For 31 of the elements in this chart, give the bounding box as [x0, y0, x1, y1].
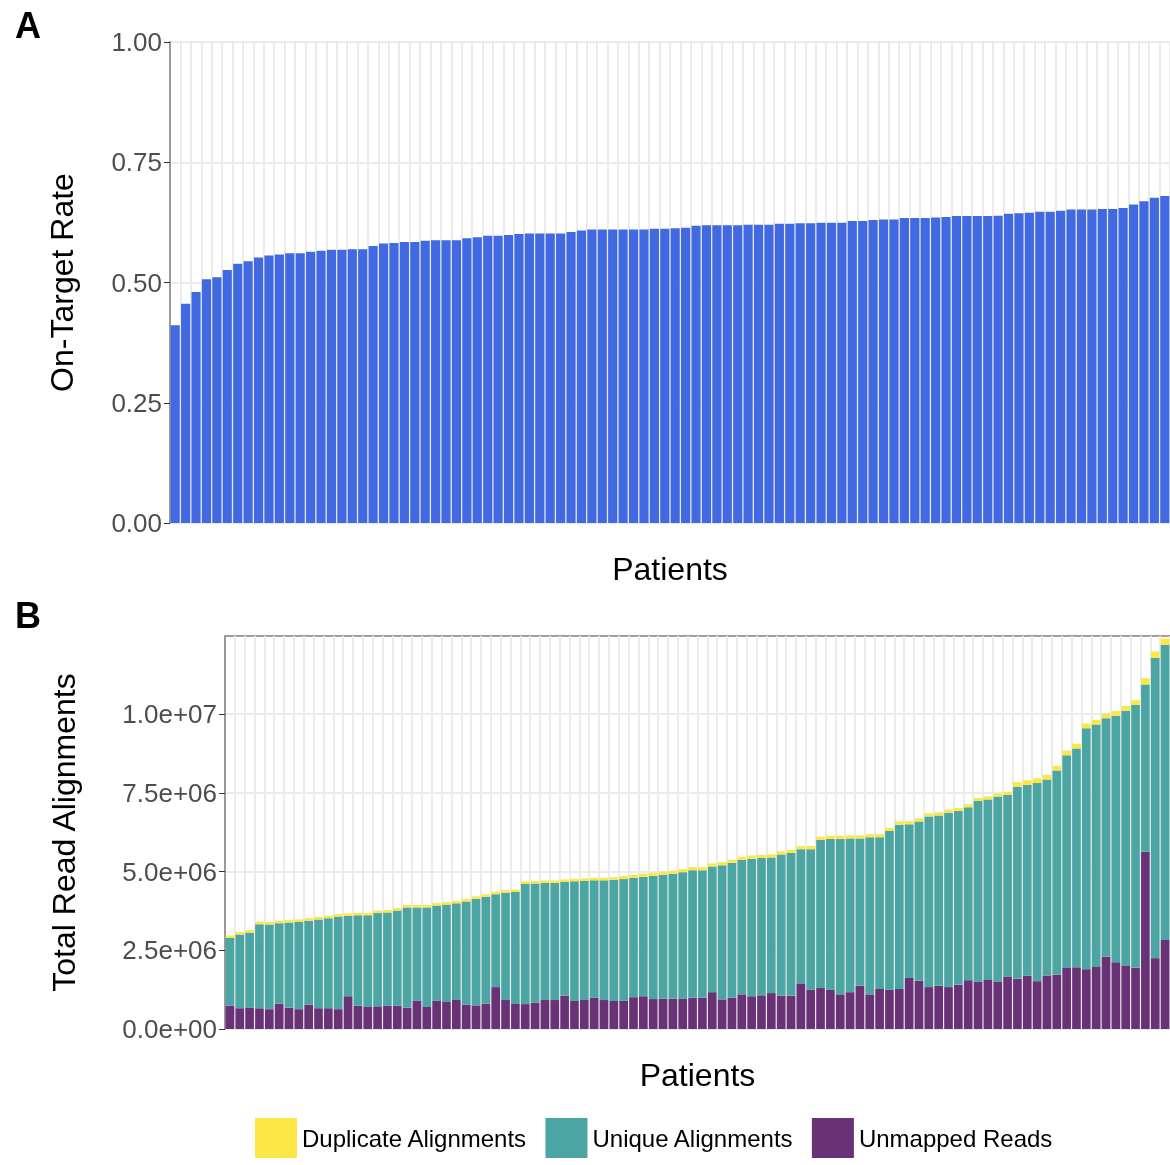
bar	[963, 804, 973, 808]
legend-label: Unique Alignments	[592, 1124, 793, 1152]
bar	[1141, 678, 1150, 685]
y-tick-label: 1.00	[111, 27, 162, 57]
x-axis-title: Patients	[639, 1057, 756, 1093]
bar	[1042, 774, 1052, 780]
y-tick-label: 7.5e+06	[122, 777, 217, 808]
y-tick-label: 0.0e+00	[122, 1014, 217, 1044]
bar	[481, 894, 491, 897]
legend-label: Duplicate Alignments	[302, 1124, 527, 1152]
y-axis-title: Total Read Alignments	[46, 673, 82, 992]
y-tick-label: 2.5e+06	[122, 935, 217, 966]
y-tick-label: 5.0e+06	[122, 856, 217, 887]
y-tick-label: 0.25	[111, 387, 162, 418]
y-tick-label: 0.00	[111, 508, 162, 538]
bar	[225, 935, 235, 938]
bar	[1101, 713, 1111, 719]
bar	[1111, 710, 1121, 716]
bar	[1121, 705, 1131, 711]
bar	[471, 896, 481, 899]
y-tick-label: 0.75	[111, 147, 162, 178]
bar	[1150, 651, 1160, 658]
legend-label: Unmapped Reads	[858, 1124, 1053, 1152]
y-tick-label: 0.50	[111, 267, 162, 298]
bar	[1131, 700, 1140, 705]
bar	[885, 827, 894, 831]
chart-title: B	[15, 594, 41, 636]
y-tick-label: 1.0e+07	[122, 699, 217, 730]
y-axis-title: On-Target Rate	[44, 173, 80, 392]
chart-title: A	[15, 4, 41, 46]
x-axis-title: Patients	[612, 551, 728, 587]
